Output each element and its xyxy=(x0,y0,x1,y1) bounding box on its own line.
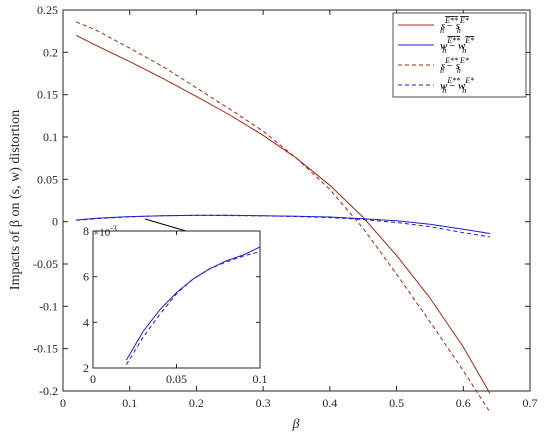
series-group xyxy=(76,21,491,413)
legend-part: E** xyxy=(444,16,458,25)
legend-part: s xyxy=(456,60,460,72)
legend-part: E* xyxy=(459,16,469,25)
x-tick-label: 0.3 xyxy=(256,396,271,410)
inset-y-tick-label: 8 xyxy=(83,224,89,238)
legend-part: − xyxy=(444,20,456,32)
x-tick-label: 0.2 xyxy=(189,396,204,410)
legend-part: h xyxy=(457,66,461,75)
x-tick-label: 0.1 xyxy=(122,396,137,410)
inset-x-tick-label: 0.05 xyxy=(166,372,187,386)
legend-part: E** xyxy=(444,56,458,65)
legend-part: s xyxy=(441,20,445,32)
legend-part: h xyxy=(442,46,446,55)
inset-series-group xyxy=(125,246,261,365)
inset-plot-area xyxy=(92,230,261,369)
y-tick-label: 0 xyxy=(52,215,58,229)
legend-part: w xyxy=(440,80,448,92)
y-tick-label: -0.1 xyxy=(39,299,58,313)
series-line-1 xyxy=(76,34,491,394)
legend-part: h xyxy=(440,26,444,35)
legend-part: − xyxy=(446,40,458,52)
y-tick-label: 0.05 xyxy=(37,172,58,186)
inset-x-tick-label: 0 xyxy=(90,372,96,386)
x-axis-label: β xyxy=(292,417,300,432)
legend-label-2: wE** h − wE* h xyxy=(440,36,474,55)
inset-connector xyxy=(144,218,187,232)
y-tick-label: 0.1 xyxy=(43,130,58,144)
x-tick-label: 0 xyxy=(60,396,66,410)
y-axis: -0.2 -0.15 -0.1 -0.05 0 0.05 0.1 0.15 0.2 0.25 xyxy=(33,3,530,398)
legend-part: − xyxy=(446,80,458,92)
legend-part: h xyxy=(462,46,466,55)
legend-part: − xyxy=(444,60,456,72)
y-tick-label: -0.15 xyxy=(33,342,58,356)
x-tick-label: 0.6 xyxy=(456,396,471,410)
legend-part: E* xyxy=(464,76,474,85)
inset-chart: 2 4 6 8 0 0.05 0.1 ×10-3 xyxy=(83,224,268,386)
inset-y-axis: 2 4 6 8 xyxy=(83,224,260,375)
legend-box xyxy=(392,12,527,98)
inset-x-tick-label: 0.1 xyxy=(253,372,268,386)
legend-part: w xyxy=(458,40,466,52)
x-tick-label: 0.5 xyxy=(389,396,404,410)
legend-label-1: sE** h − sE* h xyxy=(440,16,469,35)
legend-part: h xyxy=(442,86,446,95)
legend-part: E* xyxy=(459,56,469,65)
legend-label-4: wE** h − wE* h xyxy=(440,76,474,95)
inset-exponent: ×10-3 xyxy=(93,224,117,239)
y-tick-label: 0.15 xyxy=(37,88,58,102)
y-tick-label: 0.25 xyxy=(37,3,58,17)
x-axis: 0 0.1 0.2 0.3 0.4 0.5 0.6 0.7 xyxy=(60,10,538,410)
legend-part: h xyxy=(462,86,466,95)
inset-y-tick-label: 4 xyxy=(83,315,89,329)
legend-part: w xyxy=(458,80,466,92)
inset-series-line-1 xyxy=(125,246,261,361)
legend-part: E** xyxy=(446,36,460,45)
legend-part: w xyxy=(440,40,448,52)
legend-part: s xyxy=(441,60,445,72)
x-tick-label: 0.4 xyxy=(322,396,337,410)
legend-part: h xyxy=(457,26,461,35)
series-line-3 xyxy=(76,21,491,413)
legend-part: h xyxy=(440,66,444,75)
legend-part: E** xyxy=(446,76,460,85)
legend-part: E* xyxy=(464,36,474,45)
legend-part: s xyxy=(456,20,460,32)
y-tick-label: 0.2 xyxy=(43,45,58,59)
inset-y-tick-label: 6 xyxy=(83,270,89,284)
y-tick-label: -0.2 xyxy=(39,384,58,398)
legend-label-3: sE** h − sE* h xyxy=(440,56,469,75)
x-tick-label: 0.7 xyxy=(523,396,538,410)
legend: sE** h − sE* hwE** h − wE* hsE** h − sE* hwE**… xyxy=(392,12,527,98)
series-line-4 xyxy=(76,214,491,238)
y-tick-label: -0.05 xyxy=(33,257,58,271)
inset-x-axis: 0 0.05 0.1 xyxy=(90,231,268,386)
y-axis-label: Impacts of β on (s, w) distortion xyxy=(8,110,23,290)
inset-y-tick-label: 2 xyxy=(83,361,89,375)
